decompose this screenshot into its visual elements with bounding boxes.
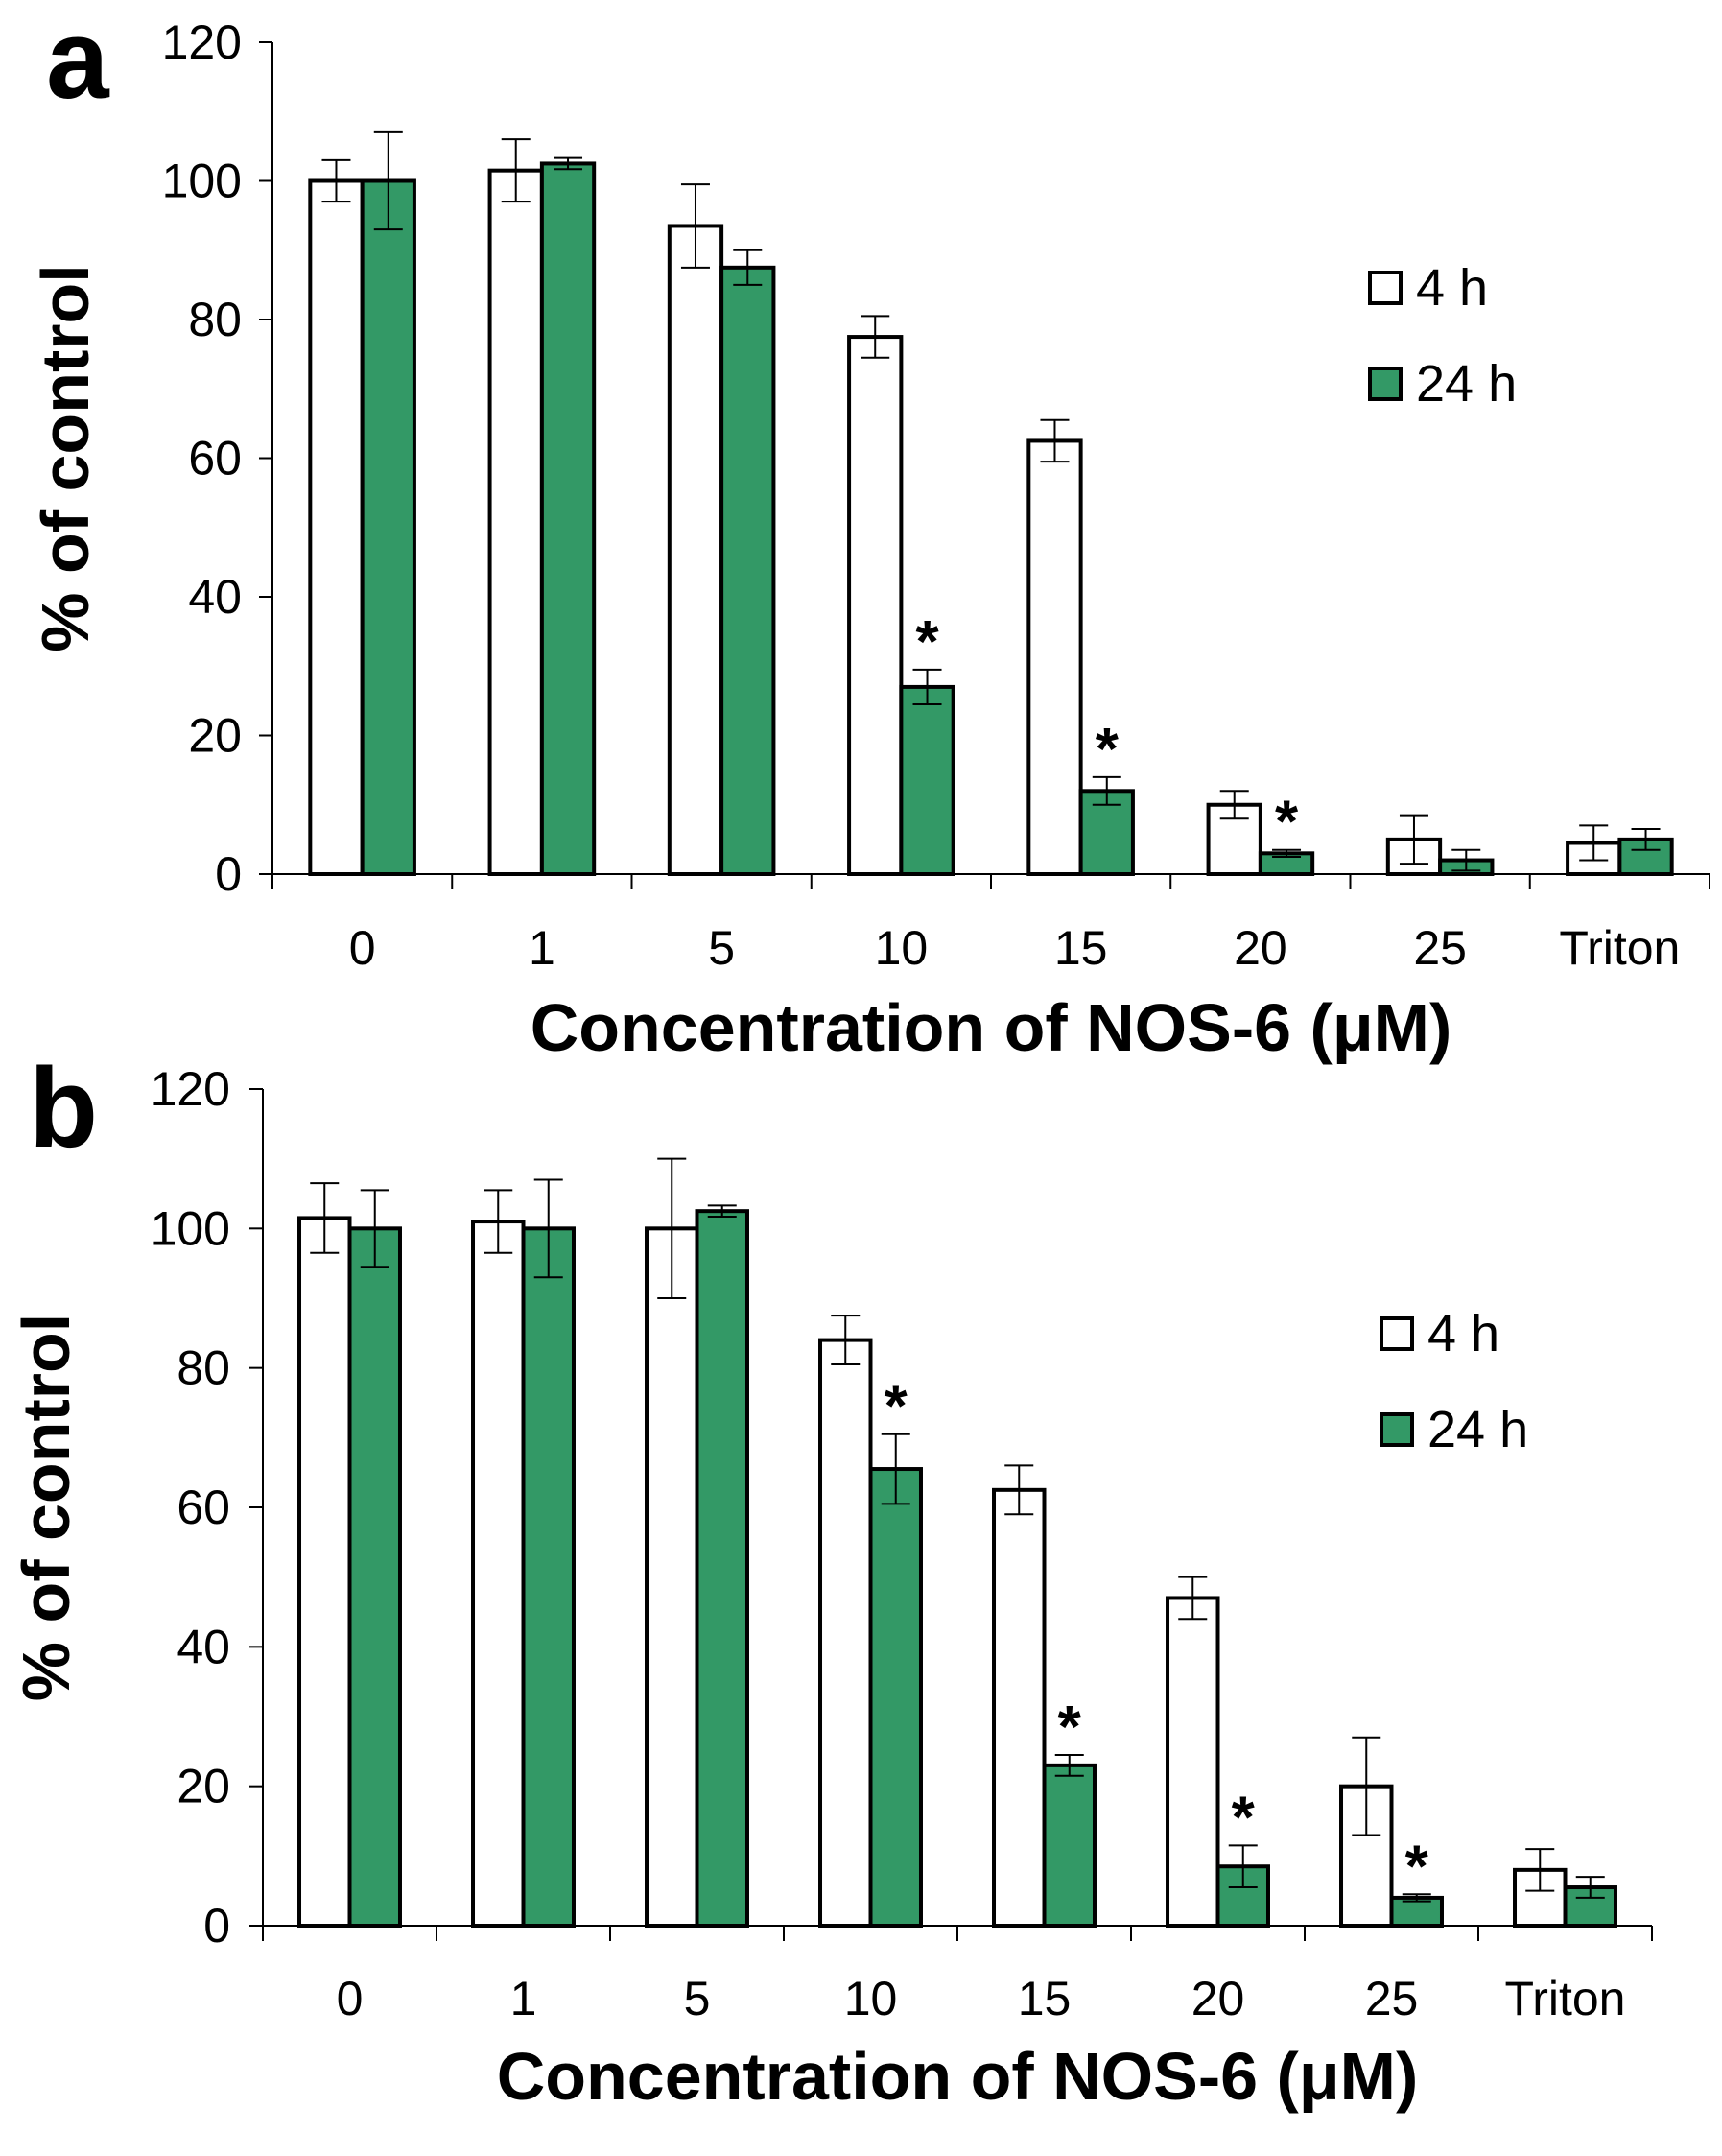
y-tick-label: 20 [188, 709, 242, 763]
y-tick-label: 40 [188, 570, 242, 624]
x-axis-title: Concentration of NOS-6 (μM) [497, 2039, 1419, 2114]
x-tick-label: 10 [844, 1972, 898, 2026]
bar-4h [818, 1338, 873, 1928]
bar-24h [360, 178, 416, 876]
bar-24h [539, 161, 597, 876]
x-tick-label: 0 [337, 1972, 364, 2026]
bar-4h [645, 1226, 699, 1929]
bar-4h [847, 335, 904, 876]
x-axis-title: Concentration of NOS-6 (μM) [531, 990, 1452, 1065]
bar-24h [1042, 1763, 1097, 1929]
x-tick-label: 25 [1413, 921, 1467, 975]
panel-label: b [29, 1045, 98, 1172]
y-tick-label: 60 [177, 1481, 230, 1534]
y-tick-label: 100 [151, 1201, 230, 1255]
x-tick-label: 10 [875, 921, 929, 975]
significance-star: * [915, 609, 939, 675]
x-tick-label: 15 [1054, 921, 1108, 975]
x-tick-label: 1 [510, 1972, 537, 2026]
bar-24h [719, 265, 776, 876]
x-tick-label: 15 [1018, 1972, 1072, 2026]
legend-swatch-24h [1380, 1412, 1414, 1447]
y-tick-label: 80 [188, 293, 242, 346]
bar-4h [308, 178, 365, 876]
bar-4h [487, 168, 544, 877]
bar-24h [899, 684, 955, 876]
x-tick-label: 0 [349, 921, 376, 975]
y-tick-label: 120 [151, 1062, 230, 1116]
significance-star: * [885, 1374, 908, 1440]
significance-star: * [1058, 1694, 1082, 1761]
bar-4h [1026, 438, 1083, 876]
x-tick-label: 20 [1191, 1972, 1245, 2026]
legend-label-24h: 24 h [1427, 1401, 1528, 1458]
legend: 4 h 24 h [1380, 1305, 1528, 1458]
y-tick-label: 80 [177, 1341, 230, 1395]
bar-4h [297, 1216, 352, 1928]
legend-swatch-4h [1368, 271, 1403, 305]
legend-label-24h: 24 h [1416, 355, 1517, 413]
bar-4h [1206, 802, 1262, 876]
bar-4h [992, 1487, 1047, 1929]
significance-star: * [1405, 1834, 1429, 1900]
y-tick-label: 100 [162, 154, 242, 208]
legend-swatch-4h [1380, 1316, 1414, 1351]
legend-label-4h: 4 h [1416, 259, 1488, 317]
significance-star: * [1232, 1785, 1256, 1851]
x-tick-label: 5 [684, 1972, 711, 2026]
significance-star: * [1096, 717, 1120, 783]
y-tick-label: 120 [162, 15, 242, 69]
y-tick-label: 20 [177, 1760, 230, 1813]
y-tick-label: 40 [177, 1620, 230, 1673]
legend: 4 h 24 h [1368, 259, 1517, 413]
y-tick-label: 0 [215, 847, 242, 901]
significance-star: * [1275, 790, 1299, 856]
x-tick-label: Triton [1559, 921, 1680, 975]
bar-4h [667, 224, 724, 876]
y-tick-label: 60 [188, 432, 242, 486]
panel-label: a [46, 0, 110, 123]
y-axis-title: % of control [9, 1314, 83, 1701]
bar-4h [1166, 1596, 1220, 1928]
bar-24h [695, 1209, 749, 1928]
bar-24h [521, 1226, 576, 1929]
x-tick-label: 25 [1365, 1972, 1419, 2026]
x-tick-label: 1 [529, 921, 555, 975]
legend-label-4h: 4 h [1427, 1305, 1499, 1362]
bar-24h [868, 1467, 923, 1928]
legend-swatch-24h [1368, 367, 1403, 401]
x-tick-label: 20 [1234, 921, 1287, 975]
x-tick-label: Triton [1505, 1972, 1626, 2026]
x-tick-label: 5 [708, 921, 735, 975]
bar-24h [1389, 1895, 1444, 1929]
y-axis-title: % of control [28, 264, 103, 652]
bar-24h [347, 1226, 402, 1929]
y-tick-label: 0 [203, 1899, 230, 1953]
bar-4h [471, 1220, 526, 1928]
